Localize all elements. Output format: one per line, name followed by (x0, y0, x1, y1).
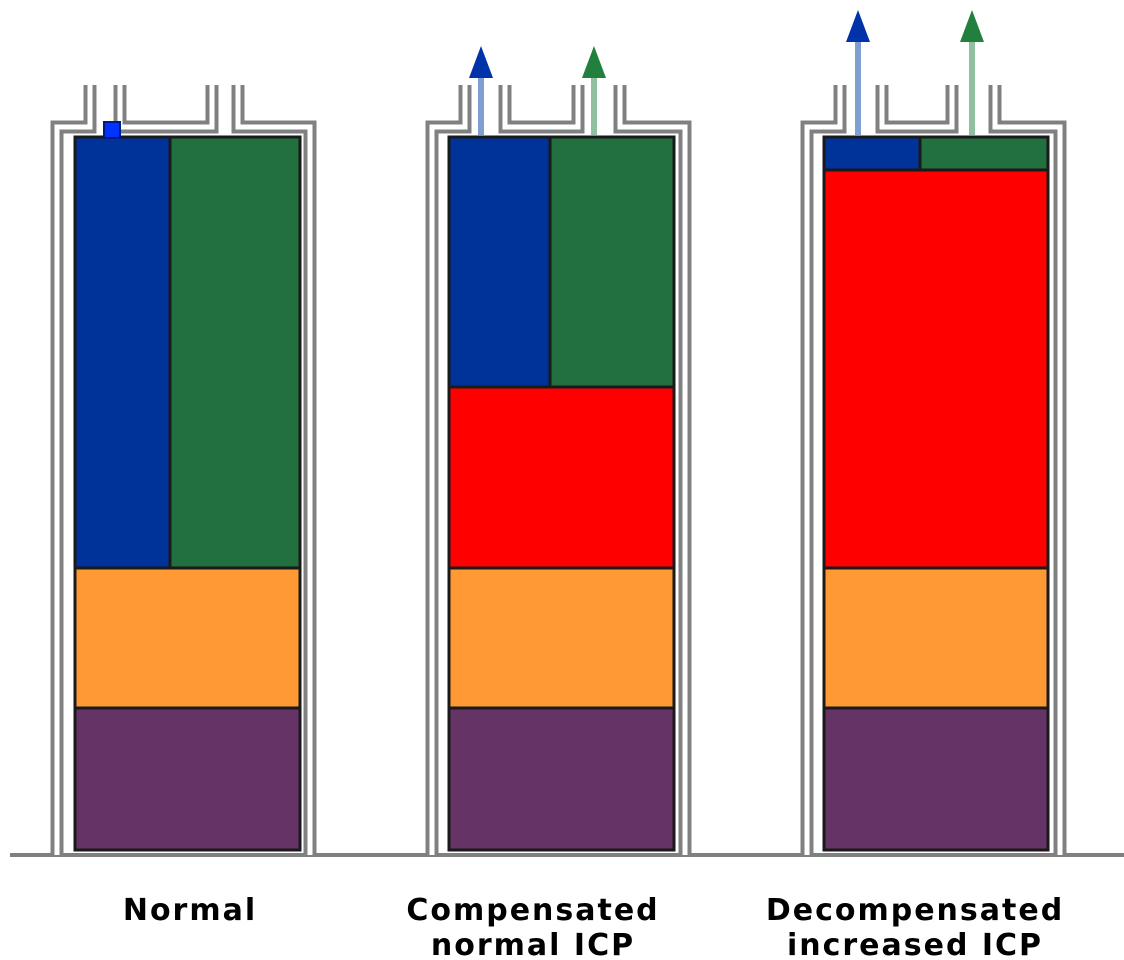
arterial-blood (449, 568, 674, 708)
arrow-head (846, 10, 870, 42)
arterial-blood (75, 568, 300, 708)
csf (550, 137, 674, 387)
arrow-head (469, 46, 493, 78)
panel-label: increased ICP (787, 928, 1043, 960)
panel-label: Compensated (406, 893, 659, 928)
brain (449, 708, 674, 850)
mass-lesion (449, 387, 674, 568)
panel-label: normal ICP (431, 928, 635, 960)
arrow-head (960, 10, 984, 42)
arterial-blood (824, 568, 1048, 708)
panel-decompensated: Decompensated increased ICP (766, 10, 1064, 960)
venous-blood (449, 137, 550, 387)
diagram: Normal Compensated normal ICP Decompensa… (0, 0, 1124, 960)
panel-label: Normal (123, 893, 257, 928)
brain (824, 708, 1048, 850)
venous-blood (824, 137, 920, 170)
panel-compensated: Compensated normal ICP (406, 46, 685, 960)
mass-lesion (824, 170, 1048, 568)
csf (920, 137, 1048, 170)
panel-label: Decompensated (766, 893, 1064, 928)
panel-normal: Normal (57, 85, 310, 928)
brain (75, 708, 300, 850)
arrow-head (582, 46, 606, 78)
csf (170, 137, 300, 568)
outflow-plug (104, 122, 120, 138)
venous-blood (75, 137, 170, 568)
